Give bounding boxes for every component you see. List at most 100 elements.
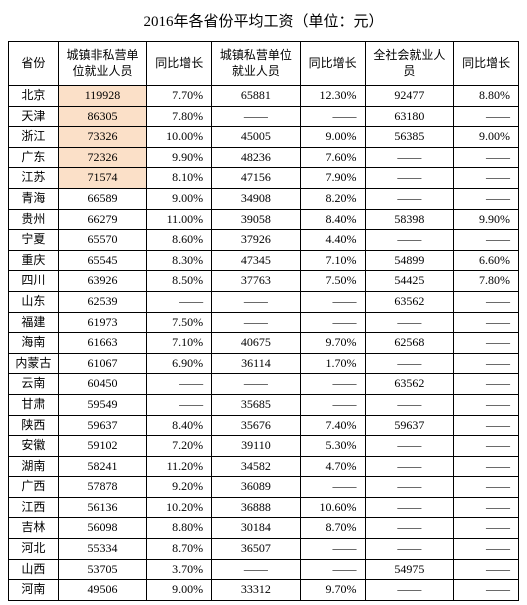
province-cell: 云南 [9,374,59,395]
header-urban-nonprivate: 城镇非私营单位就业人员 [58,42,147,86]
value-cell: 63926 [58,271,147,292]
value-cell: —— [365,188,454,209]
value-cell: 58398 [365,209,454,230]
value-cell: 66589 [58,188,147,209]
growth-cell: 3.70% [147,559,212,580]
province-cell: 北京 [9,86,59,107]
value-cell: —— [212,106,301,127]
growth-cell: —— [454,559,519,580]
table-row: 福建619737.50%———————— [9,312,519,333]
growth-cell: 8.30% [147,250,212,271]
value-cell: 61067 [58,353,147,374]
growth-cell: 9.70% [300,580,365,601]
value-cell: —— [212,374,301,395]
value-cell: —— [365,539,454,560]
value-cell: 59637 [58,415,147,436]
province-cell: 湖南 [9,456,59,477]
table-row: 海南616637.10%406759.70%62568—— [9,333,519,354]
value-cell: 59102 [58,436,147,457]
table-row: 四川639268.50%377637.50%544257.80% [9,271,519,292]
province-cell: 广西 [9,477,59,498]
value-cell: 54425 [365,271,454,292]
province-cell: 浙江 [9,127,59,148]
growth-cell: —— [454,436,519,457]
growth-cell: 8.70% [300,518,365,539]
value-cell: 39058 [212,209,301,230]
growth-cell: 4.70% [300,456,365,477]
value-cell: 57878 [58,477,147,498]
province-cell: 山东 [9,291,59,312]
value-cell: 34582 [212,456,301,477]
growth-cell: 12.30% [300,86,365,107]
growth-cell: 8.40% [147,415,212,436]
growth-cell: 10.60% [300,497,365,518]
value-cell: 53705 [58,559,147,580]
value-cell: 49506 [58,580,147,601]
growth-cell: 9.70% [300,333,365,354]
value-cell: 65545 [58,250,147,271]
table-row: 吉林560988.80%301848.70%———— [9,518,519,539]
province-cell: 福建 [9,312,59,333]
province-cell: 江苏 [9,168,59,189]
value-cell: —— [365,353,454,374]
value-cell: 65570 [58,230,147,251]
table-row: 云南60450——————63562—— [9,374,519,395]
growth-cell: —— [454,394,519,415]
growth-cell: 7.90% [300,168,365,189]
province-cell: 安徽 [9,436,59,457]
value-cell: —— [365,497,454,518]
growth-cell: 7.80% [147,106,212,127]
value-cell: 72326 [58,147,147,168]
growth-cell: —— [454,353,519,374]
growth-cell: 7.70% [147,86,212,107]
table-row: 广东723269.90%482367.60%———— [9,147,519,168]
growth-cell: —— [454,168,519,189]
value-cell: 36114 [212,353,301,374]
table-row: 安徽591027.20%391105.30%———— [9,436,519,457]
growth-cell: —— [300,106,365,127]
growth-cell: —— [454,518,519,539]
province-cell: 天津 [9,106,59,127]
value-cell: 58241 [58,456,147,477]
header-row: 省份 城镇非私营单位就业人员 同比增长 城镇私营单位就业人员 同比增长 全社会就… [9,42,519,86]
growth-cell: 4.40% [300,230,365,251]
growth-cell: 7.60% [300,147,365,168]
growth-cell: 1.70% [300,353,365,374]
growth-cell: —— [454,477,519,498]
table-row: 北京1199287.70%6588112.30%924778.80% [9,86,519,107]
growth-cell: 9.00% [147,188,212,209]
table-row: 内蒙古610676.90%361141.70%———— [9,353,519,374]
growth-cell: 11.00% [147,209,212,230]
value-cell: 40675 [212,333,301,354]
value-cell: 71574 [58,168,147,189]
growth-cell: 8.40% [300,209,365,230]
value-cell: 35685 [212,394,301,415]
header-all-society: 全社会就业人员 [365,42,454,86]
growth-cell: —— [454,497,519,518]
value-cell: 55334 [58,539,147,560]
value-cell: 86305 [58,106,147,127]
salary-table: 省份 城镇非私营单位就业人员 同比增长 城镇私营单位就业人员 同比增长 全社会就… [8,41,519,601]
table-row: 江西5613610.20%3688810.60%———— [9,497,519,518]
growth-cell: —— [454,374,519,395]
growth-cell: —— [300,477,365,498]
header-growth-2: 同比增长 [300,42,365,86]
growth-cell: —— [300,312,365,333]
table-row: 湖南5824111.20%345824.70%———— [9,456,519,477]
province-cell: 广东 [9,147,59,168]
province-cell: 重庆 [9,250,59,271]
value-cell: 62539 [58,291,147,312]
province-cell: 贵州 [9,209,59,230]
province-cell: 内蒙古 [9,353,59,374]
growth-cell: —— [147,374,212,395]
growth-cell: —— [454,456,519,477]
value-cell: 47345 [212,250,301,271]
value-cell: 73326 [58,127,147,148]
value-cell: 59637 [365,415,454,436]
value-cell: —— [365,168,454,189]
value-cell: 63562 [365,291,454,312]
table-row: 广西578789.20%36089—————— [9,477,519,498]
growth-cell: —— [300,374,365,395]
value-cell: —— [365,580,454,601]
growth-cell: —— [454,312,519,333]
